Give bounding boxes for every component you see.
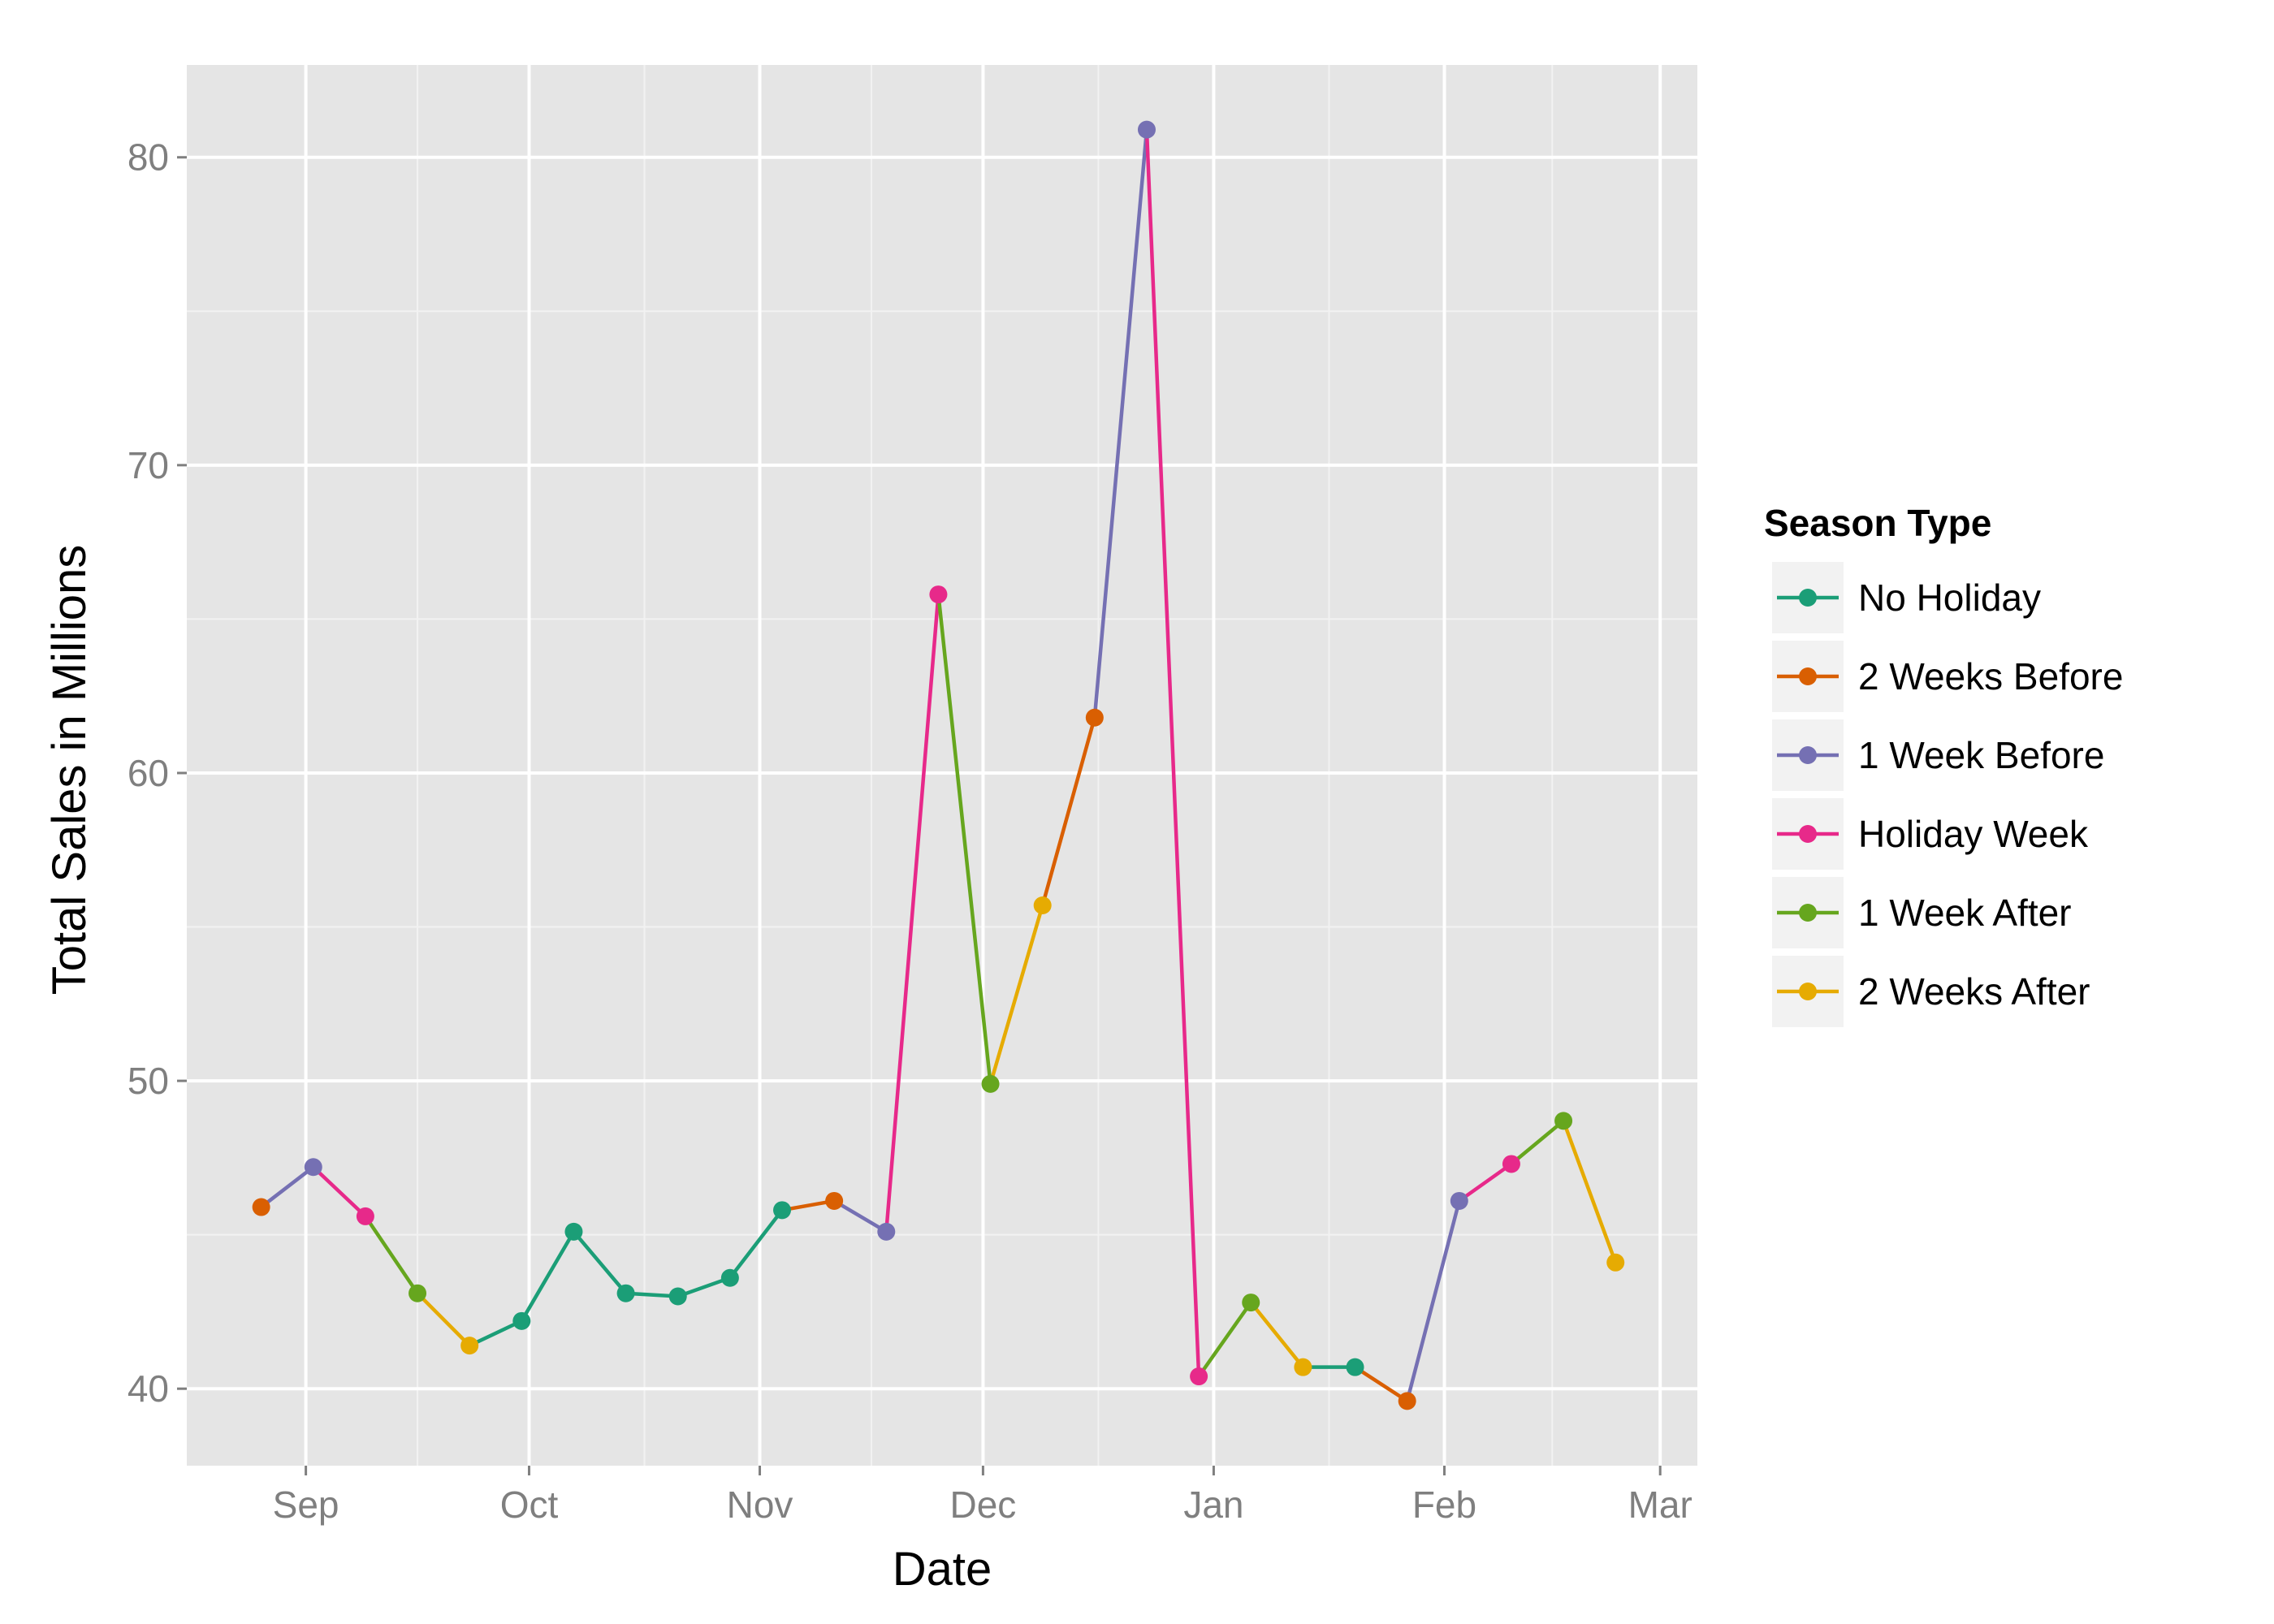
legend-entry-label: Holiday Week: [1858, 813, 2089, 855]
line-segment: [1248, 1300, 1305, 1369]
data-point: [981, 1074, 1000, 1093]
line-segment: [1092, 127, 1149, 719]
legend-entry-label: 2 Weeks Before: [1858, 655, 2123, 698]
legend-entry-label: No Holiday: [1858, 577, 2041, 619]
line-segment: [363, 1214, 420, 1295]
y-tick-label: 70: [128, 444, 169, 486]
data-point: [512, 1311, 531, 1330]
data-point: [1554, 1112, 1573, 1130]
legend-key-point: [1799, 746, 1817, 764]
data-point: [929, 585, 948, 604]
legend-entry-label: 2 Weeks After: [1858, 970, 2090, 1013]
data-point: [356, 1207, 374, 1225]
x-tick-label: Oct: [500, 1484, 559, 1526]
line-segment: [884, 592, 940, 1234]
data-point: [825, 1191, 844, 1210]
data-point: [773, 1201, 792, 1220]
x-tick-label: Nov: [727, 1484, 793, 1526]
x-tick-label: Mar: [1628, 1484, 1693, 1526]
x-axis: Sep Oct Nov Dec Jan Feb Mar: [273, 1466, 1693, 1526]
line-segment: [936, 592, 992, 1086]
data-point: [616, 1284, 635, 1302]
series-points: [252, 120, 1625, 1410]
legend-key-point: [1799, 667, 1817, 685]
data-point: [564, 1222, 583, 1241]
data-point: [720, 1268, 739, 1287]
line-segment: [1040, 715, 1097, 908]
legend-key-point: [1799, 983, 1817, 1000]
data-point: [1502, 1155, 1520, 1173]
data-point: [1190, 1367, 1208, 1386]
x-tick-label: Sep: [273, 1484, 339, 1526]
line-segment: [1457, 1162, 1514, 1203]
line-segment: [676, 1276, 733, 1298]
line-segment: [1353, 1365, 1409, 1403]
minor-gridlines: [187, 65, 1697, 1466]
legend-key-point: [1799, 904, 1817, 922]
y-axis-title: Total Sales in Millions: [43, 545, 96, 995]
data-point: [1033, 896, 1052, 914]
x-axis-title: Date: [893, 1543, 992, 1596]
data-point: [1606, 1253, 1625, 1272]
data-point: [304, 1158, 322, 1177]
x-tick-label: Feb: [1412, 1484, 1476, 1526]
y-tick-label: 50: [128, 1060, 169, 1102]
legend-entries: No Holiday 2 Weeks Before 1 Week Before Hol…: [1772, 562, 2123, 1027]
series-lines: [259, 127, 1618, 1403]
major-gridlines: [187, 65, 1697, 1466]
legend-entry-label: 1 Week Before: [1858, 734, 2104, 776]
line-segment: [467, 1319, 524, 1348]
line-segment: [259, 1165, 316, 1209]
y-tick-label: 40: [128, 1367, 169, 1410]
line-segment: [415, 1291, 472, 1348]
data-point: [1242, 1294, 1260, 1312]
legend-entry-label: 1 Week After: [1858, 892, 2072, 934]
legend-key-point: [1799, 825, 1817, 843]
line-segment: [1144, 127, 1201, 1379]
line-segment: [520, 1229, 576, 1324]
line-segment: [1196, 1300, 1253, 1379]
data-point: [1085, 708, 1104, 727]
data-point: [1294, 1358, 1312, 1376]
x-tick-label: Dec: [949, 1484, 1016, 1526]
data-point: [877, 1222, 896, 1241]
legend: Season Type No Holiday 2 Weeks Before 1 We…: [1764, 502, 2123, 1027]
data-point: [1346, 1358, 1364, 1376]
y-tick-label: 80: [128, 136, 169, 179]
data-point: [1398, 1392, 1416, 1410]
data-point: [1450, 1191, 1468, 1210]
line-segment: [311, 1165, 368, 1219]
line-segment: [988, 903, 1044, 1086]
data-point: [409, 1284, 427, 1302]
line-segment: [572, 1229, 628, 1295]
line-segment: [1561, 1119, 1618, 1265]
y-axis: 40 50 60 70 80: [128, 136, 187, 1410]
data-point: [1137, 120, 1156, 139]
data-point: [252, 1198, 270, 1216]
legend-key-point: [1799, 589, 1817, 607]
legend-title: Season Type: [1764, 502, 1991, 544]
line-segment: [728, 1208, 785, 1280]
line-segment: [832, 1199, 888, 1234]
data-point: [668, 1287, 687, 1306]
y-tick-label: 60: [128, 752, 169, 794]
data-point: [460, 1337, 479, 1355]
plot-panel: [187, 65, 1697, 1466]
x-tick-label: Jan: [1183, 1484, 1243, 1526]
line-segment: [1509, 1119, 1566, 1166]
line-segment: [1405, 1199, 1462, 1403]
